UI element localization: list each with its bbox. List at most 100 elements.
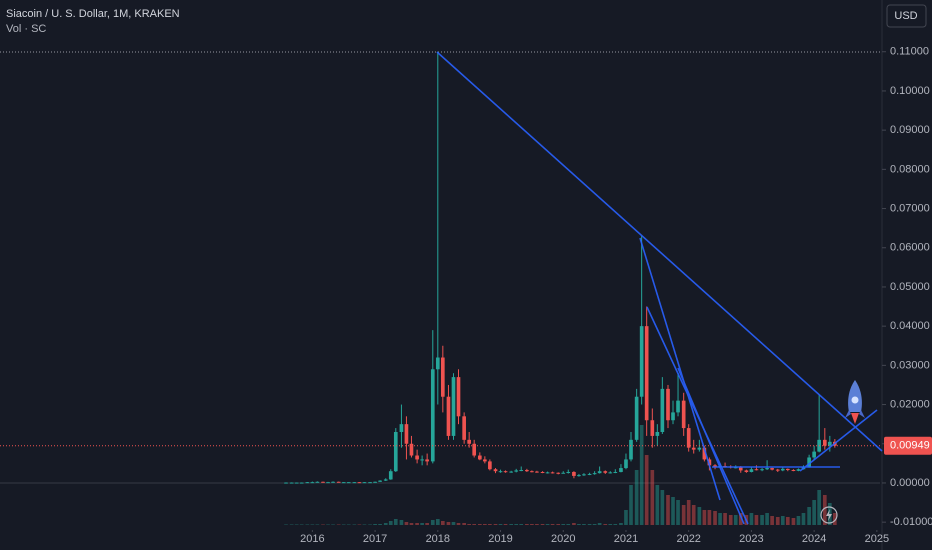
volume-bar (728, 515, 733, 525)
volume-bar (812, 500, 816, 525)
candle-body (357, 482, 362, 484)
volume-bar (765, 513, 769, 525)
candle-body (493, 469, 498, 472)
y-tick-label: 0.06000 (890, 242, 930, 254)
x-tick-label: 2022 (676, 533, 700, 545)
volume-bar (608, 524, 613, 525)
candle-body (388, 471, 393, 480)
candle-body (671, 412, 675, 421)
volume-bar (430, 520, 435, 525)
volume-bar (697, 507, 702, 525)
volume-bar (650, 470, 655, 525)
volume-bar (336, 524, 341, 525)
candle-body (362, 482, 367, 484)
candle-body (744, 470, 749, 472)
candle-body (619, 468, 623, 472)
candle-body (503, 471, 508, 473)
volume-bar (352, 524, 357, 525)
volume-bar (420, 523, 424, 525)
volume-bar (587, 524, 592, 525)
volume-bar (368, 524, 372, 525)
candle-body (383, 479, 388, 481)
rocket-icon (845, 380, 865, 424)
volume-bar (785, 517, 790, 525)
volume-bar (493, 524, 498, 525)
volume-bar (446, 522, 451, 525)
currency-label: USD (894, 10, 917, 22)
candle-body (467, 439, 471, 444)
candle-body (373, 481, 377, 483)
last-price-tag (884, 436, 932, 455)
candle-body (404, 424, 409, 444)
volume-bar (383, 523, 388, 525)
candle-body (310, 482, 315, 484)
candle-body (796, 469, 801, 471)
volume-bar (440, 521, 445, 525)
lightning-button[interactable] (820, 506, 838, 524)
candle-body (289, 482, 294, 484)
candle-body (666, 388, 670, 421)
volume-bar (597, 523, 602, 525)
x-tick-label: 2016 (300, 533, 324, 545)
candle-body (660, 388, 665, 432)
currency-button[interactable] (886, 4, 927, 28)
y-tick-label: 0.10000 (890, 85, 930, 97)
volume-bar (514, 524, 519, 525)
candle-body (775, 469, 780, 471)
volume-bar (378, 524, 382, 525)
volume-bar (550, 524, 555, 525)
volume-label: Vol · SC (6, 23, 46, 35)
volume-bar (780, 516, 785, 525)
x-tick-label: 2018 (426, 533, 450, 545)
candle-body (691, 447, 696, 450)
candle-body (415, 455, 419, 460)
candle-body (702, 447, 707, 460)
volume-bar (462, 523, 466, 525)
volume-bar (467, 524, 471, 525)
candle-body (634, 396, 639, 440)
candle-body (681, 400, 686, 429)
volume-bar (817, 490, 821, 525)
volume-bar (425, 523, 429, 525)
candle-body (624, 459, 628, 469)
drawings (436, 51, 883, 525)
candle-body (655, 431, 660, 436)
volume-bar (634, 470, 639, 525)
volume-bar (592, 524, 597, 525)
volume-bar (644, 455, 649, 525)
candle-body (566, 471, 571, 473)
candle-body (477, 455, 482, 460)
volume-bar (582, 524, 586, 525)
volume-bar (686, 500, 691, 525)
chart-title: Siacoin / U. S. Dollar, 1M, KRAKEN (6, 8, 180, 20)
volume-bar (801, 513, 806, 525)
volume-bar (284, 524, 288, 525)
y-tick-label: 0.08000 (890, 163, 930, 175)
candle-body (592, 473, 597, 475)
candle-body (807, 457, 811, 468)
x-tick-label: 2023 (739, 533, 763, 545)
candle-body (556, 472, 561, 474)
volume-bar (483, 524, 487, 525)
volume-bar (566, 524, 571, 525)
volume-bar (561, 524, 566, 525)
candle-body (294, 482, 299, 484)
volume-bar (775, 517, 780, 525)
volume-bar (404, 522, 409, 525)
candle-body (545, 472, 550, 474)
candle-body (738, 467, 743, 471)
trendline (639, 237, 721, 501)
volume-bar (472, 524, 477, 525)
candle-body (707, 459, 712, 466)
candle-body (488, 461, 492, 470)
y-tick-label: 0.02000 (890, 398, 930, 410)
candle-body (326, 482, 330, 484)
candle-body (462, 416, 466, 440)
candle-body (321, 481, 325, 483)
volume-bar (723, 513, 727, 525)
volume-bar (702, 510, 707, 525)
candle-body (754, 469, 759, 471)
volume-bar (530, 524, 534, 525)
y-tick-label: 0.05000 (890, 281, 930, 293)
